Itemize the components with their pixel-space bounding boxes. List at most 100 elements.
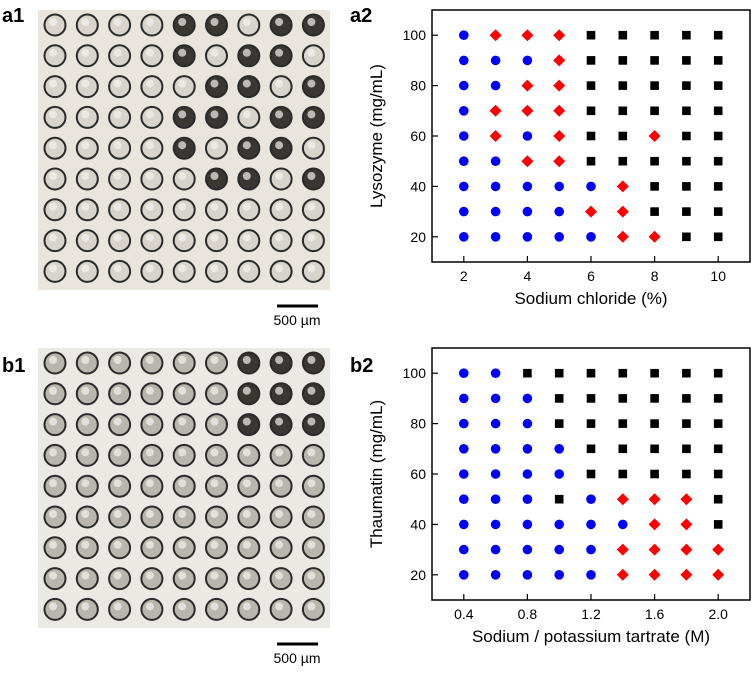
marker (682, 182, 691, 191)
marker (586, 394, 596, 403)
droplet-highlight (210, 264, 219, 273)
marker (586, 30, 596, 40)
marker (616, 493, 629, 506)
marker (459, 232, 469, 242)
y-tick-label: 80 (410, 78, 426, 94)
droplet-highlight (242, 417, 251, 426)
marker (522, 232, 533, 242)
marker (459, 156, 469, 166)
marker (490, 368, 501, 379)
droplet-highlight (145, 79, 154, 88)
marker (682, 156, 691, 166)
droplet-highlight (178, 18, 187, 26)
droplet-highlight (81, 386, 90, 395)
droplet-highlight (178, 602, 187, 611)
droplet-highlight (178, 571, 187, 580)
droplet-highlight (275, 233, 284, 242)
marker (459, 544, 469, 555)
droplet-highlight (210, 18, 219, 26)
droplet-highlight (242, 448, 251, 457)
droplet-highlight (49, 172, 57, 180)
marker (680, 518, 693, 531)
droplet-highlight (49, 540, 57, 549)
panel-label: b2 (350, 355, 373, 377)
x-tick-label: 4 (524, 268, 532, 284)
droplet-highlight (275, 602, 284, 611)
marker (554, 232, 564, 242)
marker (490, 519, 501, 530)
droplet-highlight (113, 448, 122, 457)
droplet-highlight (242, 540, 251, 549)
x-tick-label: 0.4 (454, 606, 474, 622)
marker (522, 444, 533, 454)
droplet-highlight (49, 448, 57, 457)
marker (522, 206, 533, 217)
droplet-highlight (242, 79, 251, 88)
droplet-highlight (145, 602, 154, 611)
marker (650, 419, 659, 428)
marker (648, 130, 661, 142)
marker (586, 56, 596, 65)
droplet-highlight (81, 510, 90, 518)
droplet-highlight (275, 448, 284, 457)
y-tick-label: 60 (410, 466, 426, 482)
droplet-highlight (81, 356, 90, 364)
marker (713, 56, 723, 65)
droplet-highlight (49, 141, 57, 150)
droplet-highlight (242, 386, 251, 395)
droplet-highlight (113, 141, 122, 150)
droplet-highlight (81, 110, 90, 119)
marker (459, 570, 469, 580)
marker (459, 206, 469, 217)
marker (522, 131, 533, 141)
droplet-highlight (49, 356, 57, 364)
marker (650, 30, 659, 40)
marker (522, 418, 533, 429)
marker (618, 469, 628, 479)
marker (459, 80, 469, 91)
marker (489, 104, 502, 117)
marker (713, 494, 723, 504)
marker (618, 156, 628, 166)
y-tick-label: 60 (410, 128, 426, 144)
marker (713, 368, 723, 378)
droplet-highlight (49, 510, 57, 518)
marker (522, 570, 533, 580)
droplet-highlight (210, 202, 219, 211)
marker (554, 519, 564, 530)
droplet-highlight (49, 48, 57, 57)
marker (682, 368, 691, 378)
droplet-highlight (275, 417, 284, 426)
marker (712, 568, 725, 581)
droplet-highlight (178, 202, 187, 211)
droplet-highlight (113, 18, 122, 26)
droplet-highlight (307, 233, 316, 242)
droplet-highlight (49, 110, 57, 119)
y-tick-label: 40 (410, 516, 426, 532)
marker (618, 519, 628, 530)
marker (680, 543, 693, 556)
droplet-highlight (178, 540, 187, 549)
droplet-highlight (275, 386, 284, 395)
marker (459, 519, 469, 530)
marker (459, 418, 469, 429)
droplet-highlight (275, 510, 284, 518)
marker (522, 181, 533, 192)
marker (490, 570, 501, 580)
droplet-highlight (81, 202, 90, 211)
droplet-highlight (275, 540, 284, 549)
marker (553, 104, 566, 117)
y-tick-label: 100 (403, 27, 427, 43)
droplet-highlight (81, 602, 90, 611)
droplet-highlight (307, 264, 316, 273)
droplet-highlight (242, 479, 251, 488)
marker (680, 493, 693, 506)
droplet-highlight (81, 172, 90, 180)
droplet-highlight (113, 571, 122, 580)
marker (650, 182, 659, 191)
droplet-highlight (178, 110, 187, 119)
droplet-highlight (275, 356, 284, 364)
droplet-highlight (210, 510, 219, 518)
droplet-highlight (275, 172, 284, 180)
